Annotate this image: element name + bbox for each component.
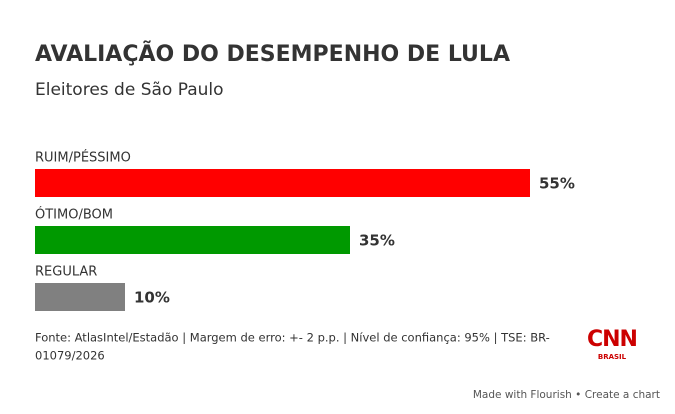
bar [35,226,350,254]
footer-link[interactable]: Made with Flourish • Create a chart [473,389,660,401]
logo-sub: BRASIL [598,353,627,361]
source-note: 01079/2026 [35,349,105,363]
value-label: 10% [134,289,170,307]
logo: CNN [587,327,637,352]
bar [35,169,530,197]
bar [35,283,125,311]
value-label: 35% [359,232,395,250]
value-label: 55% [539,175,575,193]
category-label: REGULAR [35,265,97,280]
chart-subtitle: Eleitores de São Paulo [35,80,224,100]
chart-title: AVALIAÇÃO DO DESEMPENHO DE LULA [35,41,510,67]
category-label: ÓTIMO/BOM [35,207,113,223]
category-label: RUIM/PÉSSIMO [35,150,131,166]
source-note: Fonte: AtlasIntel/Estadão | Margem de er… [35,331,550,345]
